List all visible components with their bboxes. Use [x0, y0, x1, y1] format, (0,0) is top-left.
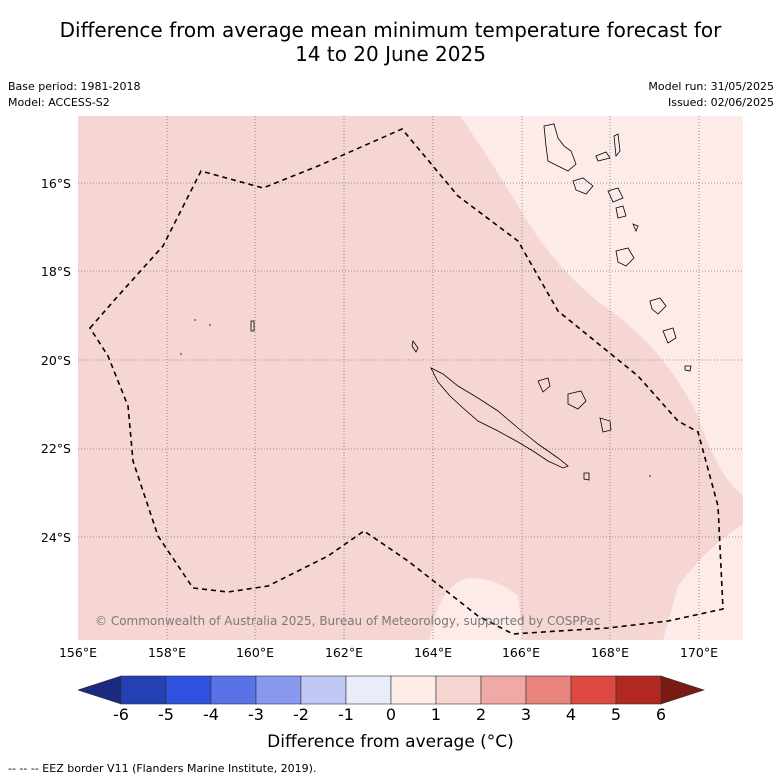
title-line-2: 14 to 20 June 2025 — [295, 42, 486, 66]
model-name: Model: ACCESS-S2 — [8, 96, 110, 109]
new-caledonia-island — [430, 367, 569, 469]
colorbar-cell — [435, 675, 482, 705]
colorbar — [78, 675, 705, 705]
colorbar-title: Difference from average (°C) — [267, 732, 514, 752]
lon-label-164e: 164°E — [413, 645, 452, 660]
lon-label-170e: 170°E — [679, 645, 718, 660]
vanuatu-islands — [543, 123, 692, 372]
belep-islands — [411, 340, 419, 353]
base-period: Base period: 1981-2018 — [8, 80, 141, 93]
anomaly-fill-0-1-ne — [460, 116, 743, 496]
issued-date: Issued: 02/06/2025 — [667, 96, 774, 109]
small-islets — [180, 319, 651, 477]
lon-label-166e: 166°E — [501, 645, 540, 660]
colorbar-cell — [390, 675, 437, 705]
cbar-tick: -5 — [158, 705, 174, 724]
colorbar-cell — [345, 675, 392, 705]
lon-label-160e: 160°E — [235, 645, 274, 660]
colorbar-cell — [300, 675, 347, 705]
lat-label-16s: 16°S — [40, 176, 71, 191]
loyalty-islands — [537, 377, 612, 433]
cbar-tick: 0 — [385, 705, 397, 724]
cbar-tick: 5 — [610, 705, 622, 724]
lat-label-18s: 18°S — [40, 264, 71, 279]
colorbar-cell — [615, 675, 662, 705]
lat-label-20s: 20°S — [40, 353, 71, 368]
lon-label-158e: 158°E — [147, 645, 186, 660]
colorbar-cell — [525, 675, 572, 705]
cbar-tick: 2 — [475, 705, 487, 724]
colorbar-cell — [120, 675, 167, 705]
colorbar-cell — [210, 675, 257, 705]
cbar-tick: -3 — [248, 705, 264, 724]
cbar-tick: 3 — [520, 705, 532, 724]
copyright-text: © Commonwealth of Australia 2025, Bureau… — [95, 614, 601, 628]
colorbar-cell — [255, 675, 302, 705]
colorbar-cell — [480, 675, 527, 705]
cbar-tick: -4 — [203, 705, 219, 724]
model-run: Model run: 31/05/2025 — [648, 80, 774, 93]
anomaly-fill-0-1-s — [430, 578, 523, 640]
colorbar-cell — [570, 675, 617, 705]
cbar-tick: 4 — [565, 705, 577, 724]
cbar-tick: -2 — [293, 705, 309, 724]
meta-right: Model run: 31/05/2025 Issued: 02/06/2025 — [648, 79, 774, 111]
cbar-tick: -1 — [338, 705, 354, 724]
lat-label-22s: 22°S — [40, 441, 71, 456]
lon-label-168e: 168°E — [590, 645, 629, 660]
title-line-1: Difference from average mean minimum tem… — [59, 18, 722, 42]
gridlines — [78, 116, 743, 640]
colorbar-cell — [165, 675, 212, 705]
cbar-tick: 1 — [430, 705, 442, 724]
chart-title: Difference from average mean minimum tem… — [0, 18, 781, 66]
cbar-tick: 6 — [655, 705, 667, 724]
isle-of-pines — [583, 472, 590, 481]
lon-label-156e: 156°E — [58, 645, 97, 660]
colorbar-extend-high — [660, 675, 705, 705]
eez-legend-note: -- -- -- EEZ border V11 (Flanders Marine… — [8, 762, 317, 775]
lon-label-162e: 162°E — [324, 645, 363, 660]
cbar-tick: -6 — [113, 705, 129, 724]
anomaly-fill-0-1-se — [663, 524, 743, 640]
lat-label-24s: 24°S — [40, 530, 71, 545]
meta-left: Base period: 1981-2018 Model: ACCESS-S2 — [8, 79, 140, 111]
forecast-map — [78, 116, 743, 640]
colorbar-extend-low — [78, 675, 122, 705]
